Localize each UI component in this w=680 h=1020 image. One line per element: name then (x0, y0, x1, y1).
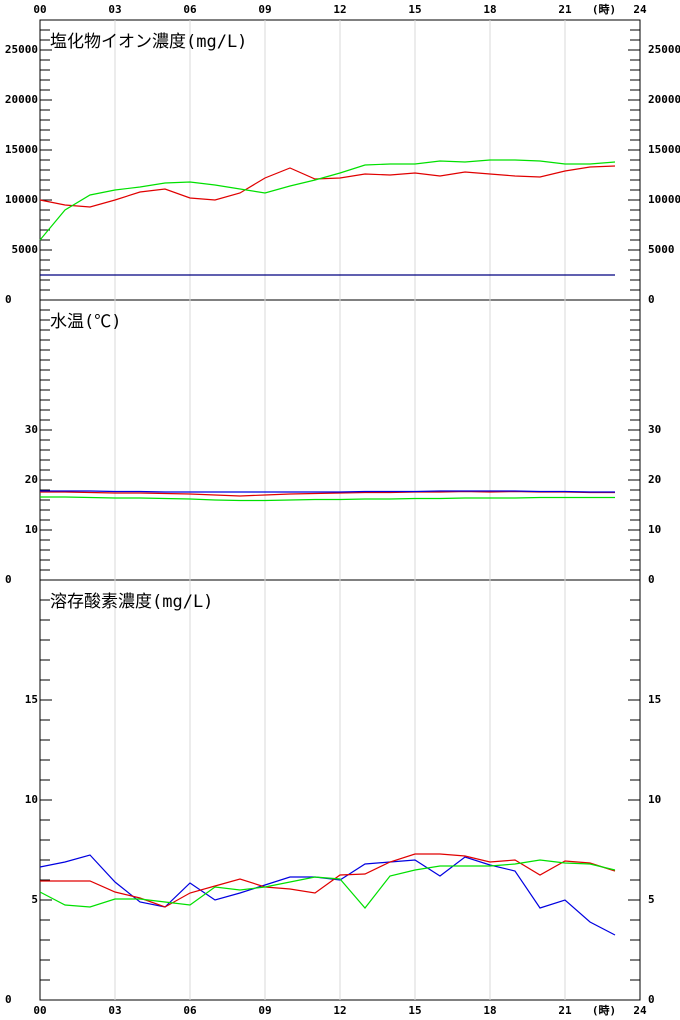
y-tick-label: 10 (25, 523, 38, 536)
y-tick-label: 10 (648, 523, 661, 536)
y-tick-label: 30 (25, 423, 38, 436)
data-line (39, 165, 616, 208)
y-tick-label: 25000 (648, 43, 680, 56)
y-tick-label: 10 (648, 793, 661, 806)
y-tick-label: 20000 (5, 93, 38, 106)
x-tick-label: 06 (183, 1004, 197, 1017)
y-tick-label: 15000 (5, 143, 38, 156)
x-tick-label: 21 (558, 1004, 572, 1017)
y-tick-label: 15 (648, 693, 661, 706)
x-tick-label: 18 (483, 1004, 496, 1017)
panel-title: 塩化物イオン濃度(mg/L) (50, 32, 247, 52)
y-tick-label: 20 (25, 473, 38, 486)
data-line (40, 496, 615, 502)
y-tick-label: 5000 (12, 243, 39, 256)
y-tick-label: 10000 (648, 193, 680, 206)
x-tick-label: 18 (483, 3, 496, 16)
y-tick-label: 0 (648, 573, 655, 586)
x-tick-label: 12 (333, 3, 346, 16)
x-tick-label: 09 (258, 1004, 271, 1017)
x-tick-label: 00 (33, 1004, 46, 1017)
y-tick-label: 0 (648, 293, 655, 306)
y-tick-label: 0 (648, 993, 655, 1006)
x-axis-unit: (時) (592, 2, 616, 16)
x-tick-label: 06 (183, 3, 197, 16)
y-tick-label: 15 (25, 693, 38, 706)
data-line (39, 159, 616, 241)
x-tick-label: 15 (408, 1004, 421, 1017)
y-tick-label: 20 (648, 473, 661, 486)
x-tick-label: 12 (333, 1004, 346, 1017)
data-line (40, 490, 615, 493)
y-tick-label: 5 (31, 893, 38, 906)
y-tick-label: 25000 (5, 43, 38, 56)
panel-title: 溶存酸素濃度(mg/L) (50, 592, 213, 612)
x-tick-label: 24 (633, 1004, 647, 1017)
x-axis-unit: (時) (592, 1003, 616, 1017)
x-tick-label: 09 (258, 3, 271, 16)
x-tick-label: 24 (633, 3, 647, 16)
y-tick-label: 0 (5, 993, 12, 1006)
y-tick-label: 10000 (5, 193, 38, 206)
x-tick-label: 03 (108, 1004, 121, 1017)
y-tick-label: 5 (648, 893, 655, 906)
x-tick-label: 21 (558, 3, 572, 16)
y-tick-label: 20000 (648, 93, 680, 106)
x-tick-label: 00 (33, 3, 46, 16)
y-tick-label: 10 (25, 793, 38, 806)
x-tick-label: 03 (108, 3, 121, 16)
data-line (40, 853, 616, 908)
y-tick-label: 0 (5, 293, 12, 306)
y-tick-label: 15000 (648, 143, 680, 156)
x-tick-label: 15 (408, 3, 421, 16)
y-tick-label: 5000 (648, 243, 675, 256)
y-tick-label: 0 (5, 573, 12, 586)
data-line (39, 859, 616, 909)
panel-title: 水温(℃) (50, 312, 121, 332)
y-tick-label: 30 (648, 423, 661, 436)
